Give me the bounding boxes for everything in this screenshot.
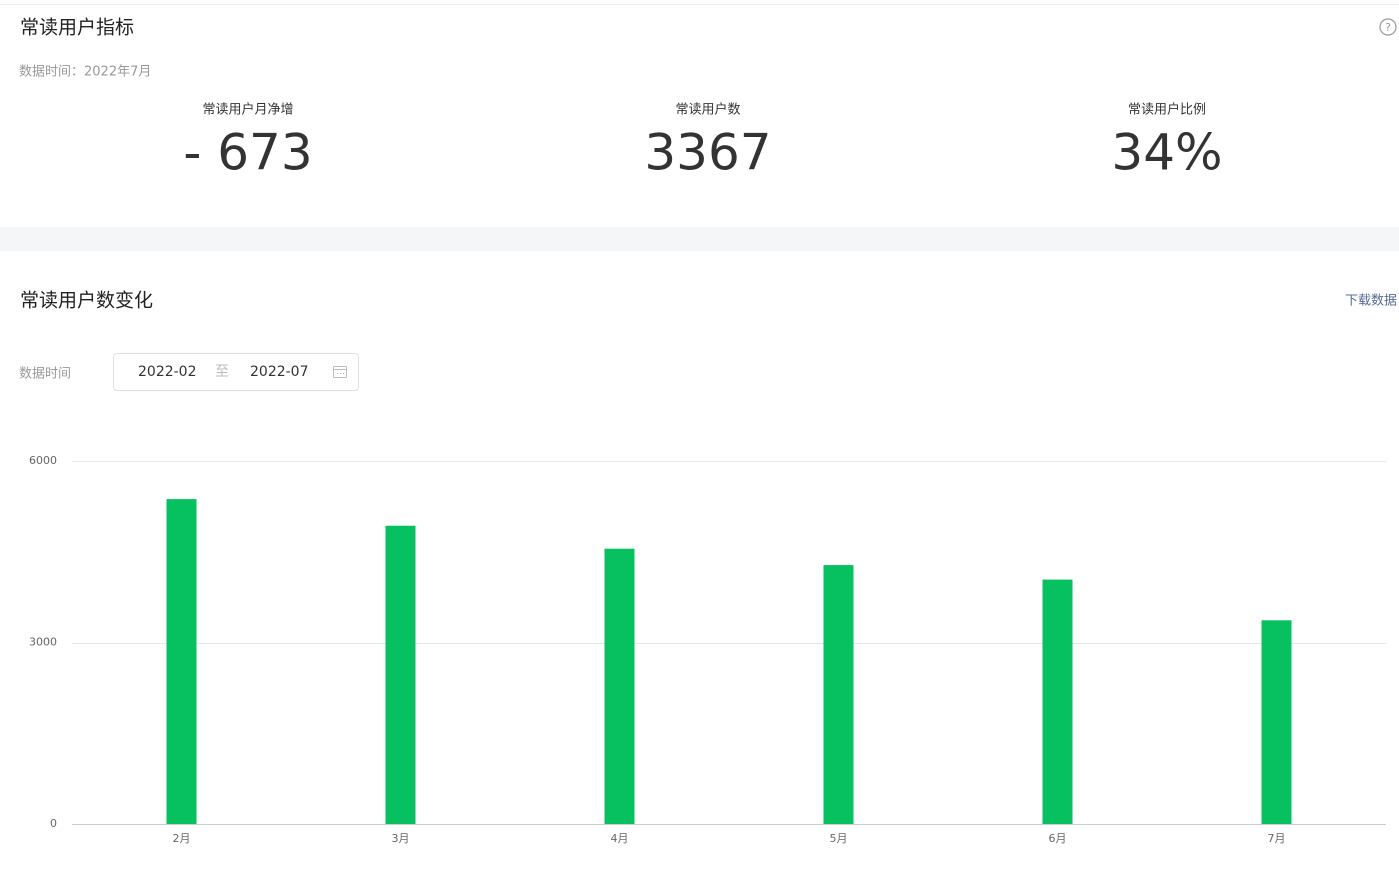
x-tick-label: 3月 <box>392 832 410 845</box>
date-separator: 至 <box>215 364 229 380</box>
x-tick-label: 7月 <box>1268 832 1286 845</box>
bar-chart: 0 3000 6000 2月 3月 4月 5月 6月 7月 <box>29 454 1386 845</box>
section-title: 常读用户数变化 <box>20 290 153 312</box>
bar <box>823 565 854 824</box>
date-label: 数据时间 <box>19 367 71 382</box>
metric-value: - 673 <box>183 124 312 182</box>
x-tick-label: 4月 <box>611 832 629 845</box>
bar <box>385 525 416 824</box>
bar <box>166 499 197 824</box>
bar <box>1042 579 1073 824</box>
help-icon[interactable] <box>1379 18 1397 36</box>
metric-value: 34% <box>1111 124 1222 182</box>
metric-label: 常读用户月净增 <box>202 102 293 118</box>
date-start: 2022-02 <box>138 364 197 380</box>
y-tick-label: 3000 <box>29 636 57 649</box>
calendar-icon <box>333 366 347 378</box>
x-tick-label: 5月 <box>830 832 848 845</box>
metric-label: 常读用户比例 <box>1128 102 1206 118</box>
divider-band <box>0 227 1399 251</box>
bar <box>1261 620 1292 824</box>
date-range-picker[interactable] <box>113 353 359 391</box>
x-tick-label: 6月 <box>1049 832 1067 845</box>
download-link[interactable]: 下载数据 <box>1345 294 1397 309</box>
metric-value: 3367 <box>644 124 771 182</box>
metrics: 常读用户月净增 - 673 常读用户数 3367 常读用户比例 34% <box>183 102 1222 182</box>
data-time: 数据时间：2022年7月 <box>19 65 151 80</box>
bar <box>604 548 635 824</box>
y-tick-label: 6000 <box>29 454 57 467</box>
section-title: 常读用户指标 <box>20 17 134 39</box>
date-end: 2022-07 <box>250 364 309 380</box>
help-icon-glyph: ? <box>1385 21 1391 34</box>
x-tick-label: 2月 <box>173 832 191 845</box>
metric-label: 常读用户数 <box>675 102 740 118</box>
y-tick-label: 0 <box>50 817 57 830</box>
